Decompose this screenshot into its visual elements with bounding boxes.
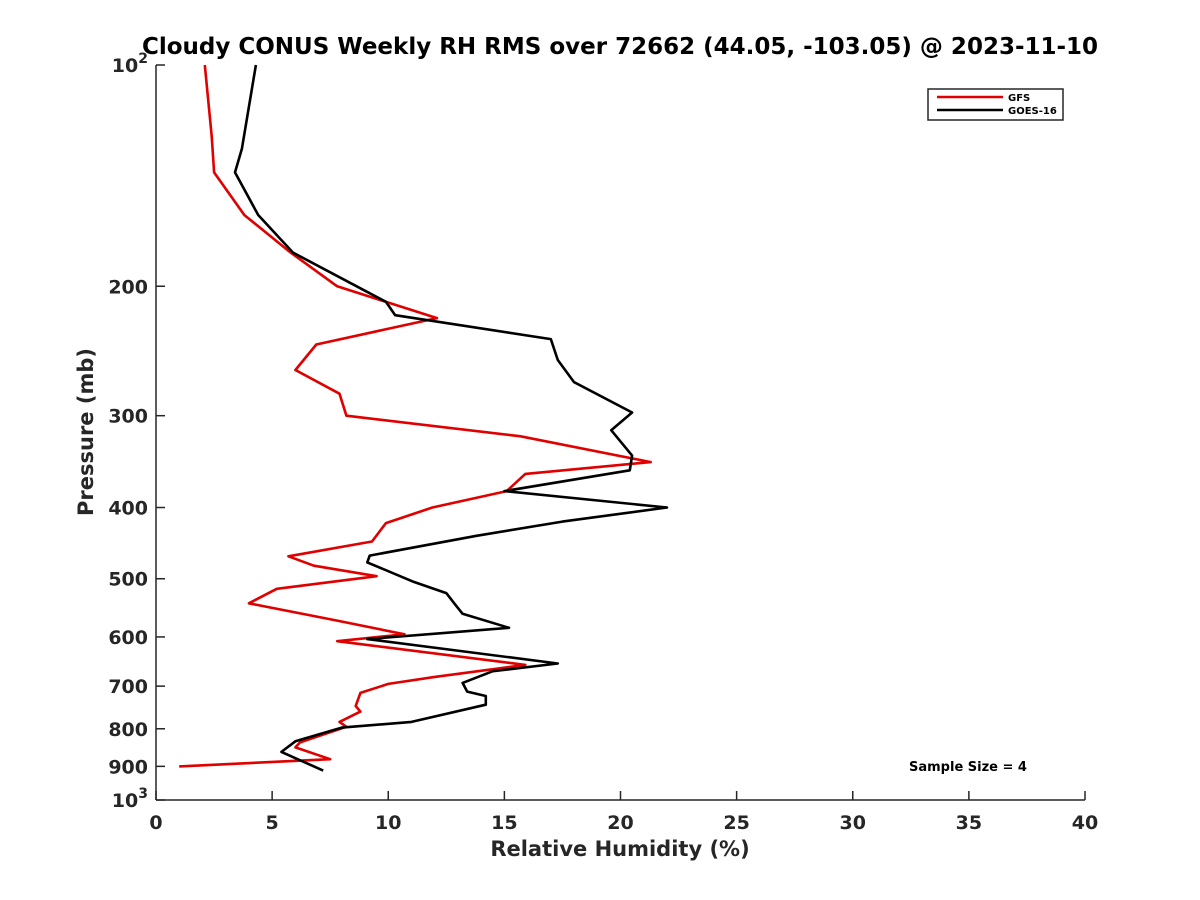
y-tick-label: 400: [108, 498, 148, 520]
y-tick-label: 200: [108, 276, 148, 298]
x-tick-label: 10: [375, 812, 401, 834]
series-line-goes16: [233, 64, 669, 772]
y-tick-label: 700: [108, 676, 148, 698]
x-tick-label: 35: [956, 812, 982, 834]
y-tick-label: 800: [108, 719, 148, 741]
x-tick-label: 30: [840, 812, 866, 834]
y-tick-label: 500: [108, 569, 148, 591]
legend: GFS GOES-16: [927, 88, 1064, 121]
x-tick-label: 20: [607, 812, 633, 834]
y-axis-label: Pressure (mb): [74, 348, 98, 516]
legend-box: [927, 88, 1064, 121]
legend-label-goes16: GOES-16: [1008, 106, 1057, 117]
sample-size-annotation: Sample Size = 4: [909, 760, 1027, 775]
series-line-gfs: [179, 64, 653, 768]
legend-label-gfs: GFS: [1008, 93, 1030, 104]
x-tick-label: 0: [149, 812, 162, 834]
y-tick-label: 102: [112, 51, 148, 77]
y-tick-label: 900: [108, 756, 148, 778]
x-tick-label: 40: [1072, 812, 1098, 834]
y-ticks: 102 200 300 400 500 600 700 800 900 103: [108, 51, 165, 812]
y-tick-label: 600: [108, 627, 148, 649]
y-tick-label: 103: [112, 786, 148, 812]
x-tick-label: 15: [491, 812, 517, 834]
y-tick-label: 300: [108, 406, 148, 428]
x-tick-label: 25: [723, 812, 749, 834]
x-tick-label: 5: [266, 812, 279, 834]
plot-area: [179, 64, 669, 772]
chart-title: Cloudy CONUS Weekly RH RMS over 72662 (4…: [142, 34, 1098, 60]
x-ticks: 0 5 10 15 20 25 30 35 40: [149, 791, 1098, 834]
x-axis-label: Relative Humidity (%): [490, 837, 749, 861]
